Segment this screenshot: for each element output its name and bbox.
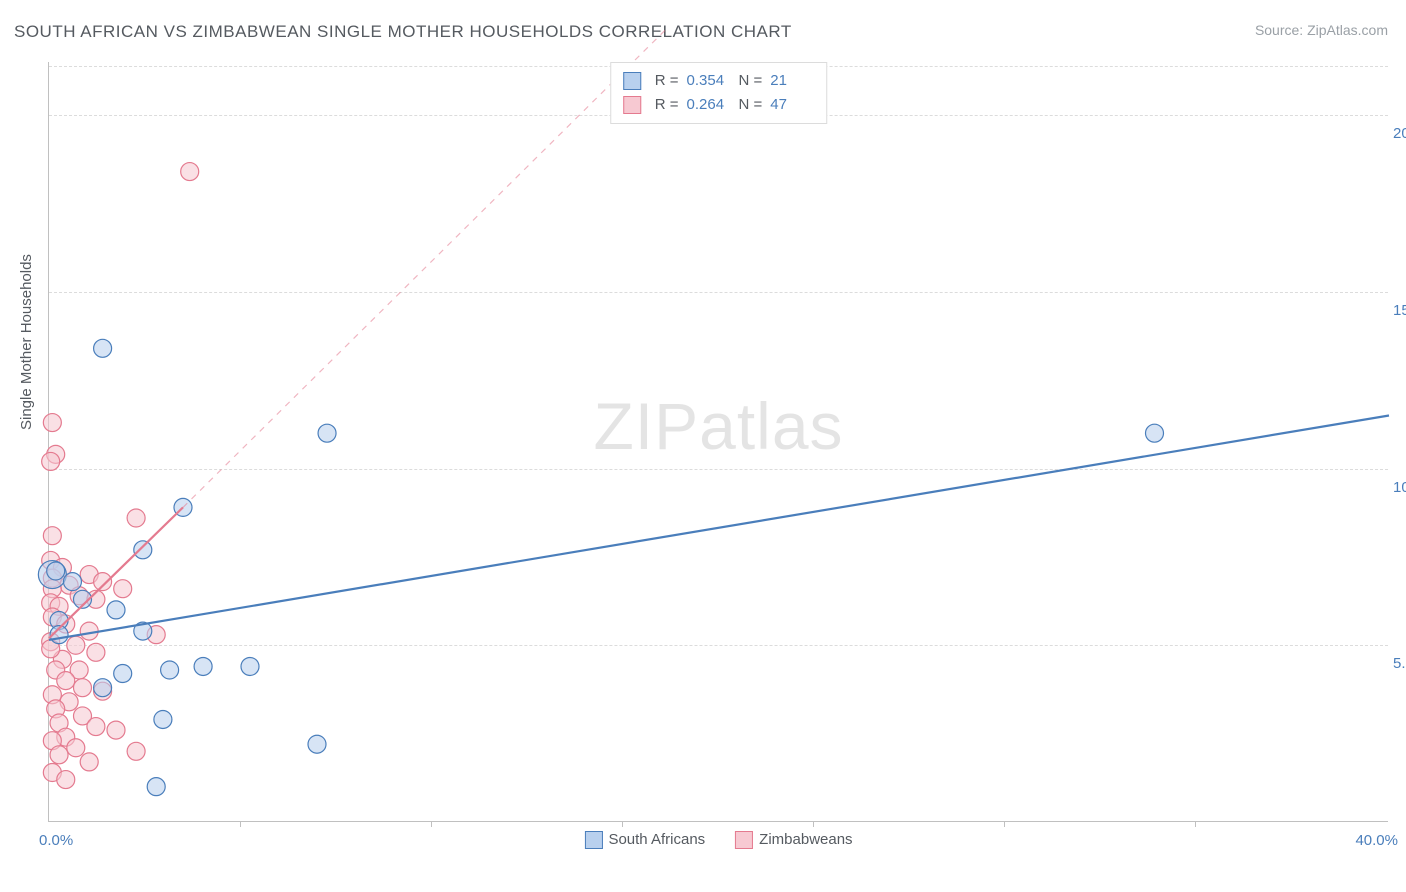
legend-top-swatch-1 <box>623 96 641 114</box>
scatter-point <box>94 339 112 357</box>
scatter-point <box>1146 424 1164 442</box>
R-label: R = <box>655 69 679 93</box>
chart-title: SOUTH AFRICAN VS ZIMBABWEAN SINGLE MOTHE… <box>14 22 792 42</box>
x-minor-tick <box>431 821 432 827</box>
scatter-point <box>134 541 152 559</box>
R-label: R = <box>655 93 679 117</box>
N-label: N = <box>739 69 763 93</box>
scatter-point <box>127 509 145 527</box>
R-value-0: 0.354 <box>687 69 731 93</box>
legend-swatch-pink <box>735 831 753 849</box>
scatter-point <box>107 721 125 739</box>
x-minor-tick <box>1004 821 1005 827</box>
legend-label-0: South Africans <box>608 831 705 848</box>
scatter-point <box>94 573 112 591</box>
x-minor-tick <box>813 821 814 827</box>
legend-swatch-blue <box>584 831 602 849</box>
scatter-point <box>114 665 132 683</box>
scatter-point <box>161 661 179 679</box>
scatter-point <box>154 710 172 728</box>
legend-bottom: South Africans Zimbabweans <box>584 831 852 849</box>
scatter-point <box>80 753 98 771</box>
scatter-point <box>194 657 212 675</box>
scatter-point <box>43 527 61 545</box>
plot-area: ZIPatlas 5.0%10.0%15.0%20.0% 0.0% 40.0% … <box>48 62 1388 822</box>
scatter-point <box>87 718 105 736</box>
trend-line <box>49 415 1389 639</box>
legend-top-swatch-0 <box>623 72 641 90</box>
y-tick-label: 5.0% <box>1393 655 1406 672</box>
source-label: Source: ZipAtlas.com <box>1255 22 1388 38</box>
scatter-point <box>114 580 132 598</box>
scatter-point <box>67 636 85 654</box>
y-tick-label: 20.0% <box>1393 125 1406 142</box>
scatter-point <box>87 643 105 661</box>
R-value-1: 0.264 <box>687 93 731 117</box>
trend-line-dashed <box>183 27 669 508</box>
N-value-0: 21 <box>770 69 814 93</box>
scatter-point <box>147 778 165 796</box>
x-minor-tick <box>622 821 623 827</box>
x-tick-start: 0.0% <box>39 832 73 849</box>
scatter-point <box>50 746 68 764</box>
scatter-point <box>67 739 85 757</box>
legend-top-row-0: R = 0.354 N = 21 <box>623 69 815 93</box>
N-label: N = <box>739 93 763 117</box>
scatter-point <box>308 735 326 753</box>
scatter-point <box>318 424 336 442</box>
scatter-point <box>127 742 145 760</box>
y-tick-label: 10.0% <box>1393 479 1406 496</box>
y-tick-label: 15.0% <box>1393 302 1406 319</box>
scatter-point <box>181 163 199 181</box>
scatter-point <box>57 672 75 690</box>
scatter-point <box>47 562 65 580</box>
scatter-point <box>43 414 61 432</box>
chart-container: SOUTH AFRICAN VS ZIMBABWEAN SINGLE MOTHE… <box>0 0 1406 892</box>
legend-item-south-africans: South Africans <box>584 831 705 849</box>
legend-item-zimbabweans: Zimbabweans <box>735 831 852 849</box>
scatter-point <box>107 601 125 619</box>
x-minor-tick <box>1195 821 1196 827</box>
scatter-point <box>74 679 92 697</box>
legend-top: R = 0.354 N = 21 R = 0.264 N = 47 <box>610 62 828 124</box>
x-tick-end: 40.0% <box>1355 832 1398 849</box>
scatter-point <box>94 679 112 697</box>
scatter-svg <box>49 62 1388 821</box>
y-axis-label: Single Mother Households <box>18 254 35 430</box>
legend-label-1: Zimbabweans <box>759 831 852 848</box>
x-minor-tick <box>240 821 241 827</box>
scatter-point <box>241 657 259 675</box>
legend-top-row-1: R = 0.264 N = 47 <box>623 93 815 117</box>
N-value-1: 47 <box>770 93 814 117</box>
scatter-point <box>63 573 81 591</box>
scatter-point <box>42 452 60 470</box>
scatter-point <box>57 771 75 789</box>
